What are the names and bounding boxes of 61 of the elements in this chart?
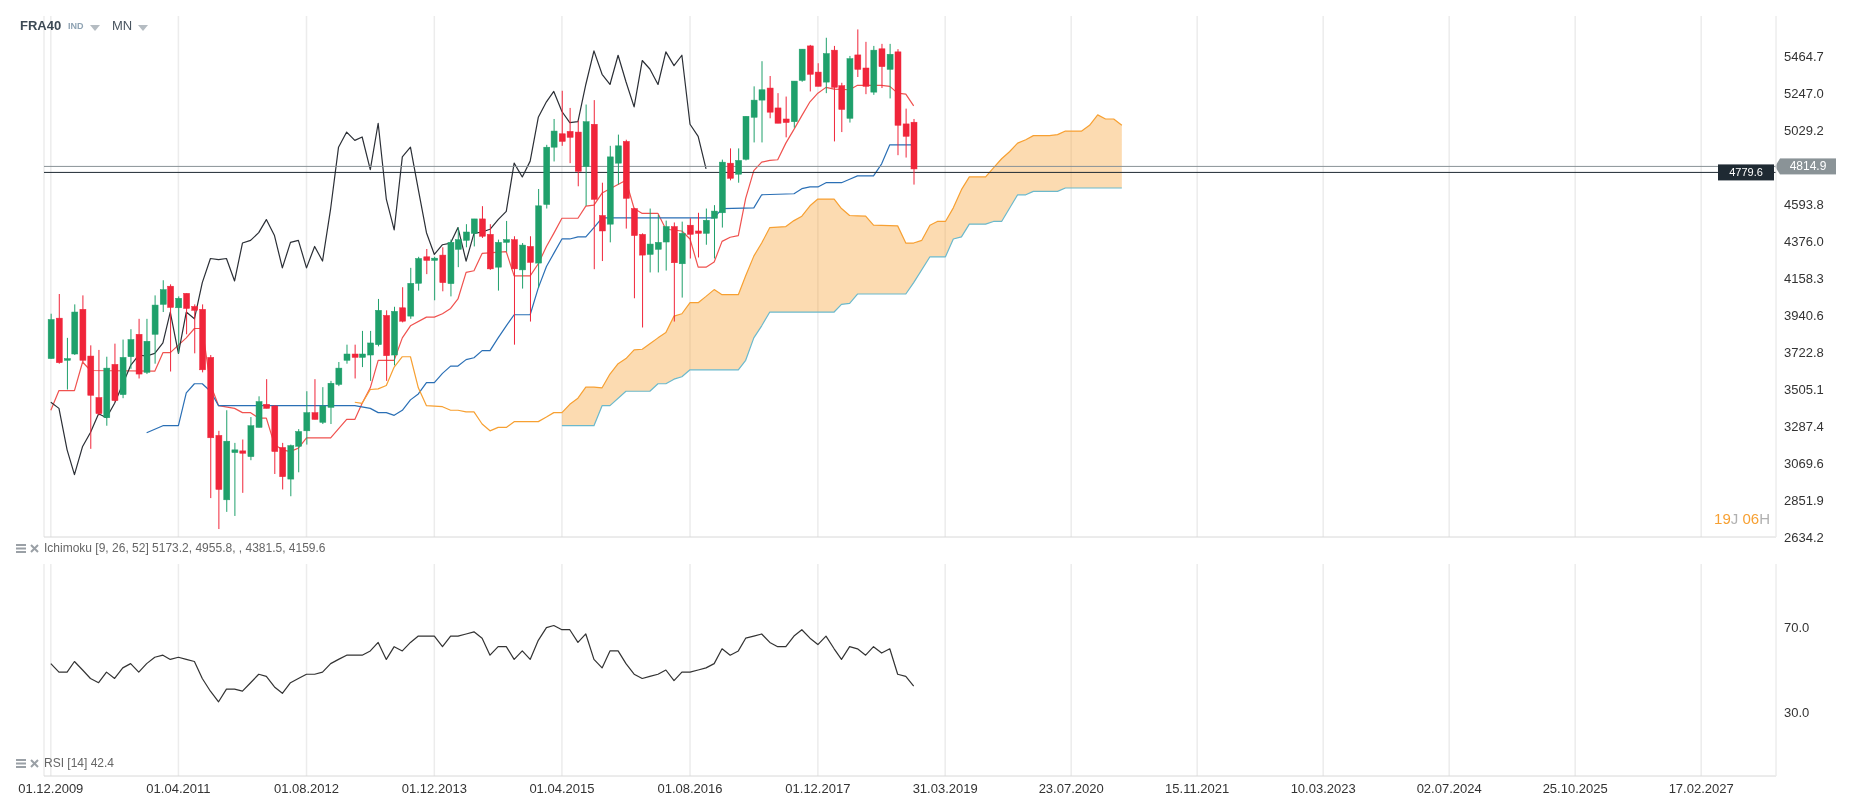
annotation: MN [112,18,133,33]
y-tick-label: 3069.6 [1784,455,1824,471]
y-tick-label: 2634.2 [1784,529,1824,545]
y-tick-label: 2851.9 [1784,492,1824,508]
ref-line-label: 4779.6 [1729,166,1763,179]
candlestick [351,344,359,379]
x-tick-label: 25.10.2025 [1542,781,1608,797]
candlestick [64,337,71,391]
candlestick [343,344,351,365]
x-tick-label: 01.08.2016 [657,781,723,797]
candlestick [399,286,406,323]
y-tick-label: 5247.0 [1784,85,1824,101]
line-series [50,624,915,703]
y-tick-label: 3722.8 [1784,344,1824,360]
x-tick-label: 17.02.2027 [1668,781,1734,797]
x-tick-label: 01.04.2011 [146,781,211,797]
y-tick-label: 30.0 [1784,705,1810,721]
chart-title: FRA40 [20,18,62,33]
candlestick [727,147,734,181]
annotation: RSI [14] 42.4 [44,756,115,770]
candlestick [127,328,135,370]
candlestick [886,43,894,99]
candlestick [311,378,319,420]
x-tick-label: 01.08.2012 [273,781,340,797]
candlestick [303,390,311,446]
x-tick-label: 15.11.2021 [1165,781,1230,797]
candlestick [175,295,182,354]
candlestick [599,182,606,262]
ref-line-label: 4814.9 [1789,159,1827,174]
candlestick [239,438,247,494]
candlestick [527,235,534,323]
x-tick-label: 01.12.2009 [18,781,84,797]
candlestick [95,349,103,416]
candlestick [878,43,886,89]
annotation: 19J 06H [1714,510,1770,527]
x-tick-label: 01.12.2017 [785,781,851,797]
y-tick-label: 5029.2 [1784,122,1824,138]
candlestick [703,208,710,246]
y-tick-label: 3505.1 [1784,381,1824,397]
candlestick [423,248,431,275]
y-tick-label: 3287.4 [1784,418,1824,434]
x-tick-label: 23.07.2020 [1038,781,1104,797]
line-series [561,187,1123,427]
x-tick-label: 01.04.2015 [529,781,595,797]
x-tick-label: 01.12.2013 [401,781,467,797]
candlestick [167,283,174,373]
annotation: IND [68,21,84,31]
line-series [354,114,1123,432]
y-tick-label: 5464.7 [1784,48,1824,64]
text: Ichimoku [9, 26, 52] 5173.2, 4955.8, , 4381.5, 4159.6 [44,541,326,555]
x-tick-label: 31.03.2019 [912,781,978,797]
y-tick-label: 4158.3 [1784,270,1824,286]
candlestick [431,256,438,301]
y-tick-label: 4376.0 [1784,233,1824,249]
candlestick [735,147,742,184]
x-tick-label: 02.07.2024 [1416,781,1482,797]
y-tick-label: 4593.8 [1784,196,1824,212]
x-tick-label: 10.03.2023 [1290,781,1356,797]
y-tick-label: 70.0 [1784,620,1810,636]
y-tick-label: 3940.6 [1784,307,1824,323]
line-series [50,84,915,453]
